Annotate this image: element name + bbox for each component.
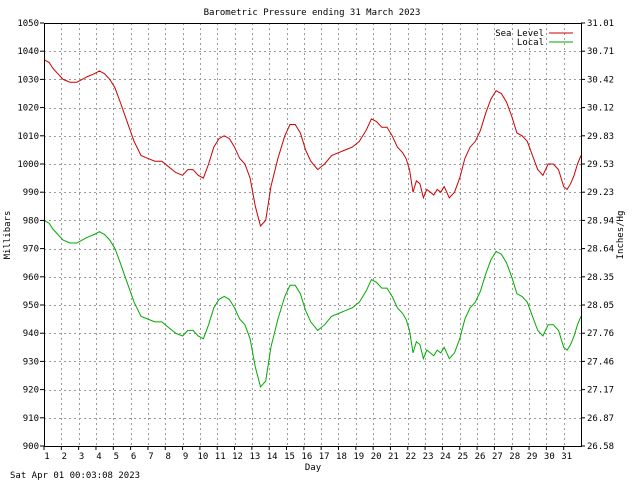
sea-level-legend-label: Sea Level xyxy=(495,29,544,39)
y-tick-label: 970 xyxy=(23,245,39,255)
x-tick-label: 3 xyxy=(79,452,84,462)
y2-tick-label: 29.23 xyxy=(587,188,614,198)
y-tick-label: 1050 xyxy=(17,19,39,29)
y2-tick-label: 28.64 xyxy=(587,245,614,255)
y2-tick-label: 28.35 xyxy=(587,273,614,283)
x-tick-label: 23 xyxy=(423,452,434,462)
x-tick-label: 30 xyxy=(544,452,555,462)
y2-tick-label: 27.17 xyxy=(587,386,614,396)
x-tick-label: 7 xyxy=(148,452,153,462)
x-tick-label: 14 xyxy=(267,452,278,462)
x-tick-label: 18 xyxy=(336,452,347,462)
y-tick-label: 930 xyxy=(23,357,39,367)
grid-lines xyxy=(44,23,581,446)
x-tick-label: 17 xyxy=(319,452,330,462)
x-tick-label: 27 xyxy=(492,452,503,462)
x-tick-label: 9 xyxy=(183,452,188,462)
y2-tick-label: 27.46 xyxy=(587,357,614,367)
x-tick-label: 19 xyxy=(353,452,364,462)
timestamp: Sat Apr 01 00:03:08 2023 xyxy=(10,471,140,480)
local-series-line xyxy=(43,219,582,388)
x-tick-label: 22 xyxy=(405,452,416,462)
x-tick-label: 12 xyxy=(232,452,243,462)
y-tick-label: 1000 xyxy=(17,160,39,170)
local-legend-label: Local xyxy=(517,38,544,48)
x-tick-label: 6 xyxy=(131,452,136,462)
y2-tick-label: 27.76 xyxy=(587,329,614,339)
x-tick-label: 25 xyxy=(457,452,468,462)
y-axis-label: Millibars xyxy=(3,211,13,260)
y-tick-label: 960 xyxy=(23,273,39,283)
x-tick-label: 8 xyxy=(166,452,171,462)
y-tick-label: 1020 xyxy=(17,104,39,114)
y-tick-label: 1030 xyxy=(17,75,39,85)
plot-frame xyxy=(44,23,582,447)
series-layer xyxy=(43,59,582,388)
y2-tick-label: 29.83 xyxy=(587,132,614,142)
y2-tick-label: 28.94 xyxy=(587,216,614,226)
y-tick-label: 980 xyxy=(23,216,39,226)
y-tick-label: 1040 xyxy=(17,47,39,57)
x-tick-label: 16 xyxy=(301,452,312,462)
right-axis-ticks: 26.58 26.87 27.17 27.46 27.76 28.05 28.35 28.64… xyxy=(581,19,614,452)
x-tick-label: 13 xyxy=(249,452,260,462)
y-tick-label: 910 xyxy=(23,414,39,424)
x-tick-label: 20 xyxy=(371,452,382,462)
x-axis-label: Day xyxy=(305,463,322,473)
y2-tick-label: 31.01 xyxy=(587,19,614,29)
x-tick-label: 29 xyxy=(527,452,538,462)
x-tick-label: 26 xyxy=(475,452,486,462)
left-axis-ticks: 900 910 920 930 940 950 960 970 980 990 1000 1010 10… xyxy=(17,19,44,452)
sea-level-series-line xyxy=(43,59,582,228)
x-tick-label: 11 xyxy=(215,452,226,462)
y2-tick-label: 30.12 xyxy=(587,104,614,114)
y-tick-label: 940 xyxy=(23,329,39,339)
y2-tick-label: 26.87 xyxy=(587,414,614,424)
y2-tick-label: 29.53 xyxy=(587,160,614,170)
x-tick-label: 4 xyxy=(96,452,101,462)
x-axis-ticks: 1 2 3 4 5 6 7 8 9 10 11 12 13 14 15 16 17 18 19 20 21 22 23 24 2… xyxy=(43,446,572,462)
y2-tick-label: 30.71 xyxy=(587,47,614,57)
x-tick-label: 21 xyxy=(388,452,399,462)
y-tick-label: 990 xyxy=(23,188,39,198)
y2-tick-label: 26.58 xyxy=(587,442,614,452)
x-tick-label: 5 xyxy=(114,452,119,462)
y-tick-label: 900 xyxy=(23,442,39,452)
y2-axis-label: Inches/Hg xyxy=(616,211,626,260)
y2-tick-label: 30.42 xyxy=(587,75,614,85)
x-tick-label: 24 xyxy=(440,452,451,462)
y-tick-label: 1010 xyxy=(17,132,39,142)
x-tick-label: 2 xyxy=(62,452,67,462)
y-tick-label: 950 xyxy=(23,301,39,311)
x-tick-label: 15 xyxy=(284,452,295,462)
chart-title: Barometric Pressure ending 31 March 2023 xyxy=(204,8,421,18)
y2-tick-label: 28.05 xyxy=(587,301,614,311)
y-tick-label: 920 xyxy=(23,386,39,396)
x-tick-label: 28 xyxy=(509,452,520,462)
x-tick-label: 10 xyxy=(197,452,208,462)
x-tick-label: 1 xyxy=(44,452,49,462)
x-tick-label: 31 xyxy=(561,452,572,462)
